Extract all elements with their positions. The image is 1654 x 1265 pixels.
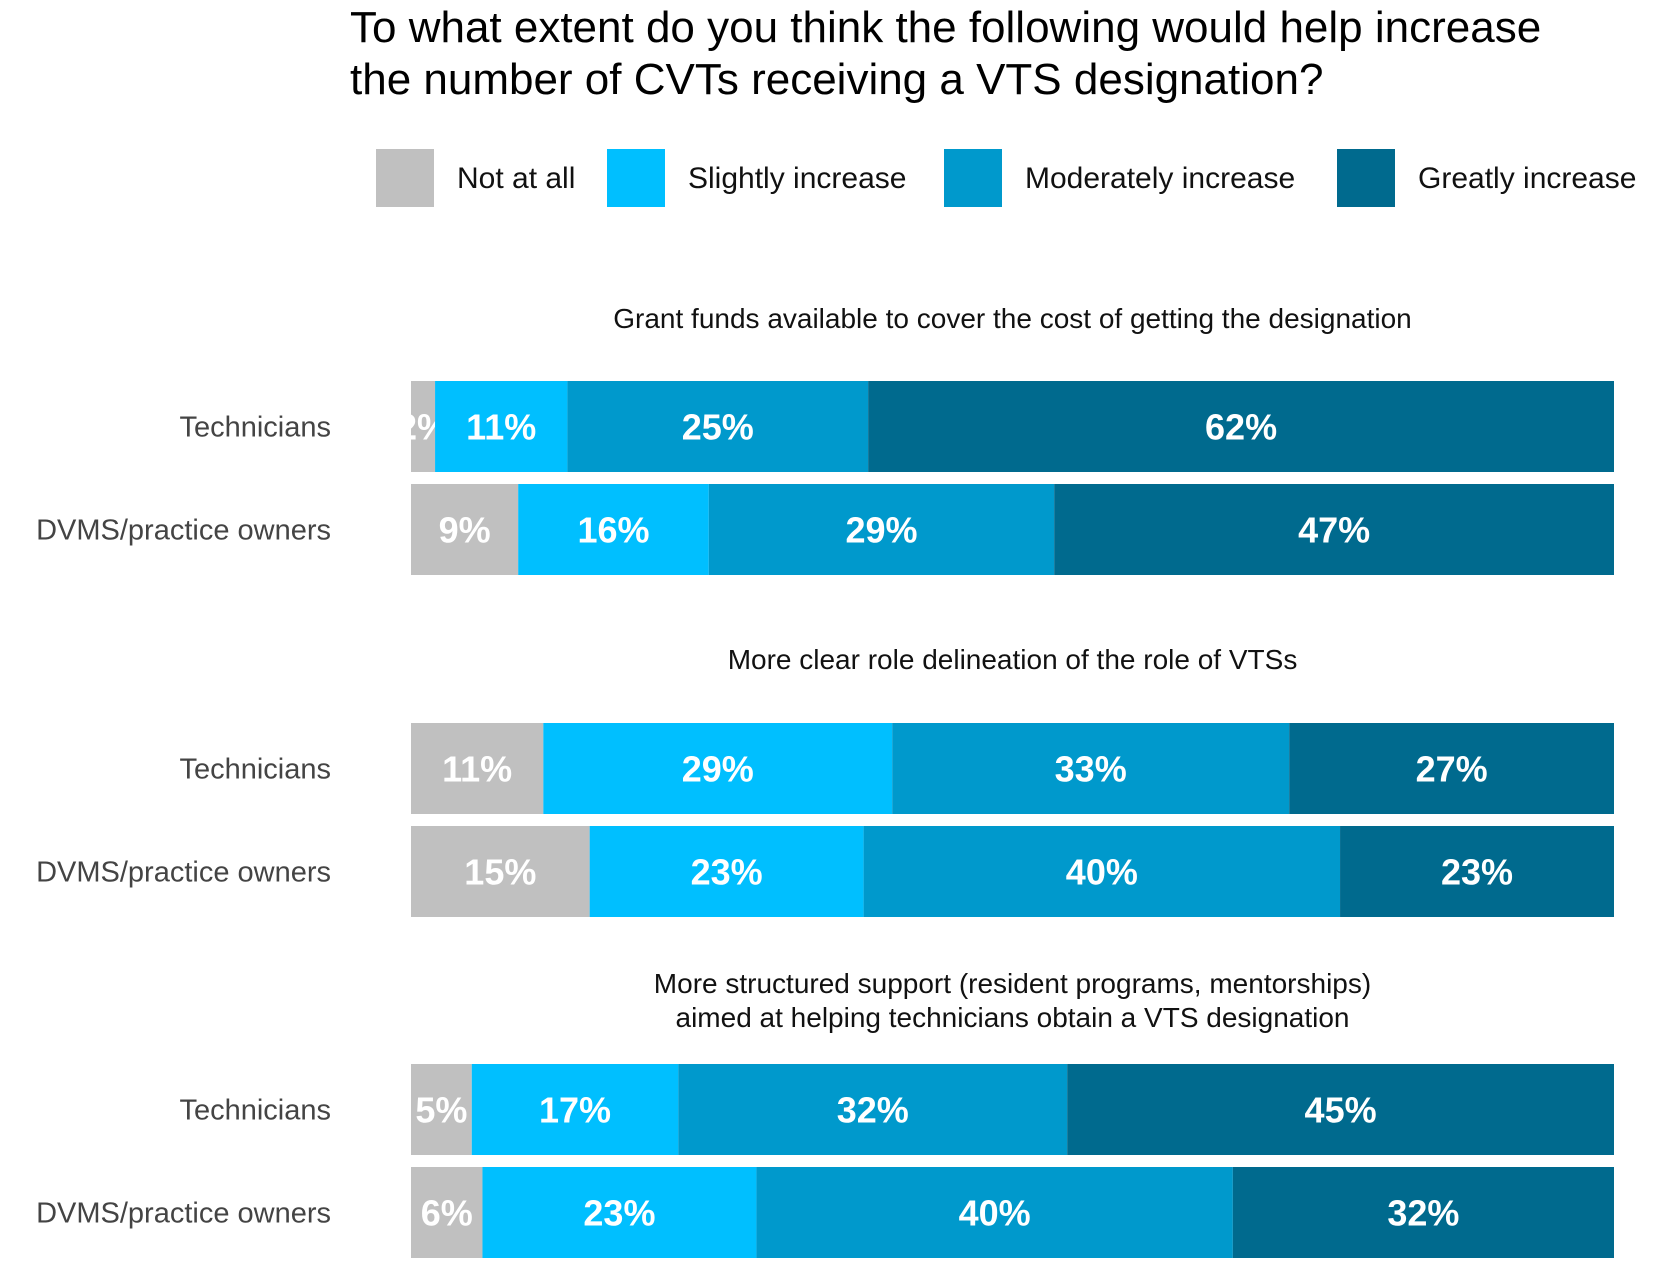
bar-segment [411,723,544,814]
row-label: DVMS/practice owners [36,1198,331,1230]
bar-segment [411,381,436,472]
data-label: 32% [837,1090,909,1131]
chart-panels: Grant funds available to cover the cost … [36,303,1614,1258]
data-label: 29% [682,749,754,790]
data-label: 25% [682,407,754,448]
bar-segment [411,1064,472,1155]
bar-segment [435,381,568,472]
legend-label: Not at all [457,162,575,195]
legend-swatch [607,149,665,207]
bar-segment [543,723,893,814]
bar-row: DVMS/practice owners 15% 23% 40% 23% [36,826,1614,917]
data-label: 62% [1205,407,1277,448]
data-label: 27% [1416,749,1488,790]
bar-segment [411,1167,483,1258]
panel-title: More clear role delineation of the role … [728,644,1298,675]
panel-title: Grant funds available to cover the cost … [613,303,1412,334]
row-label: Technicians [179,754,331,786]
data-label: 16% [577,510,649,551]
bar-segment [411,826,590,917]
data-label: 17% [539,1090,611,1131]
bar-segment [1054,484,1614,575]
data-label: 6% [421,1193,473,1234]
bar-segment [1340,826,1614,917]
bar-segment [868,381,1614,472]
data-label: 40% [1066,852,1138,893]
chart-panel: More clear role delineation of the role … [36,644,1614,917]
data-label: 23% [1441,852,1513,893]
chart-title-line: To what extent do you think the followin… [350,3,1541,52]
bar-segment [1289,723,1614,814]
bar-segment [589,826,864,917]
legend: Not at all Slightly increase Moderately in… [376,149,1636,207]
bar-segment [518,484,709,575]
bar-segment [471,1064,679,1155]
bar-segment [708,484,1055,575]
bar-row: Technicians 2% 11% 25% 62% [179,381,1614,472]
bar-row: Technicians 5% 17% 32% 45% [179,1064,1614,1155]
legend-item: Moderately increase [944,149,1295,207]
bar-segment [567,381,869,472]
chart-panel: Grant funds available to cover the cost … [36,303,1614,575]
legend-label: Slightly increase [688,162,906,195]
legend-swatch [1337,149,1395,207]
bar-segment [482,1167,757,1258]
legend-item: Greatly increase [1337,149,1636,207]
bar-segment [756,1167,1233,1258]
bar-segment [892,723,1290,814]
data-label: 45% [1305,1090,1377,1131]
legend-swatch [376,149,434,207]
bar-segment [863,826,1341,917]
row-label: DVMS/practice owners [36,857,331,889]
chart-panel: More structured support (resident progra… [36,968,1614,1258]
bar-row: DVMS/practice owners 6% 23% 40% 32% [36,1167,1614,1258]
bar-segment [678,1064,1068,1155]
bar-segment [1067,1064,1614,1155]
data-label: 5% [415,1090,467,1131]
panel-title: aimed at helping technicians obtain a VT… [676,1002,1350,1033]
data-label: 11% [442,749,512,790]
bar-segment [411,484,519,575]
data-label: 47% [1298,510,1370,551]
data-label: 29% [845,510,917,551]
data-label: 33% [1055,749,1127,790]
legend-label: Moderately increase [1025,162,1295,195]
legend-item: Not at all [376,149,575,207]
legend-swatch [944,149,1002,207]
data-label: 23% [583,1193,655,1234]
data-label: 9% [439,510,491,551]
data-label: 11% [466,407,536,448]
bar-segment [1232,1167,1614,1258]
chart-title-line: the number of CVTs receiving a VTS desig… [350,55,1323,104]
row-label: Technicians [179,1095,331,1127]
data-label: 23% [691,852,763,893]
row-label: Technicians [179,412,331,444]
row-label: DVMS/practice owners [36,515,331,547]
bar-row: Technicians 11% 29% 33% 27% [179,723,1614,814]
legend-item: Slightly increase [607,149,906,207]
panel-title: More structured support (resident progra… [654,968,1371,999]
data-label: 32% [1387,1193,1459,1234]
chart-title: To what extent do you think the followin… [350,3,1541,104]
data-label: 15% [464,852,536,893]
legend-label: Greatly increase [1418,162,1636,195]
data-label: 40% [959,1193,1031,1234]
bar-row: DVMS/practice owners 9% 16% 29% 47% [36,484,1614,575]
